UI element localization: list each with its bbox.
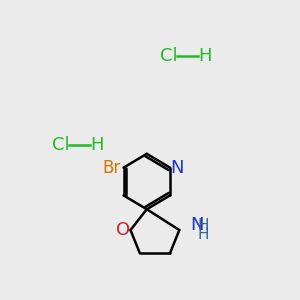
Text: O: O — [116, 221, 130, 239]
Text: N: N — [190, 216, 203, 234]
Text: H: H — [90, 136, 104, 154]
Text: H: H — [198, 218, 209, 233]
Text: H: H — [198, 227, 209, 242]
Text: Cl: Cl — [160, 46, 178, 64]
Text: H: H — [198, 46, 212, 64]
Text: Cl: Cl — [52, 136, 70, 154]
Text: N: N — [170, 159, 184, 177]
Text: Br: Br — [103, 159, 121, 177]
